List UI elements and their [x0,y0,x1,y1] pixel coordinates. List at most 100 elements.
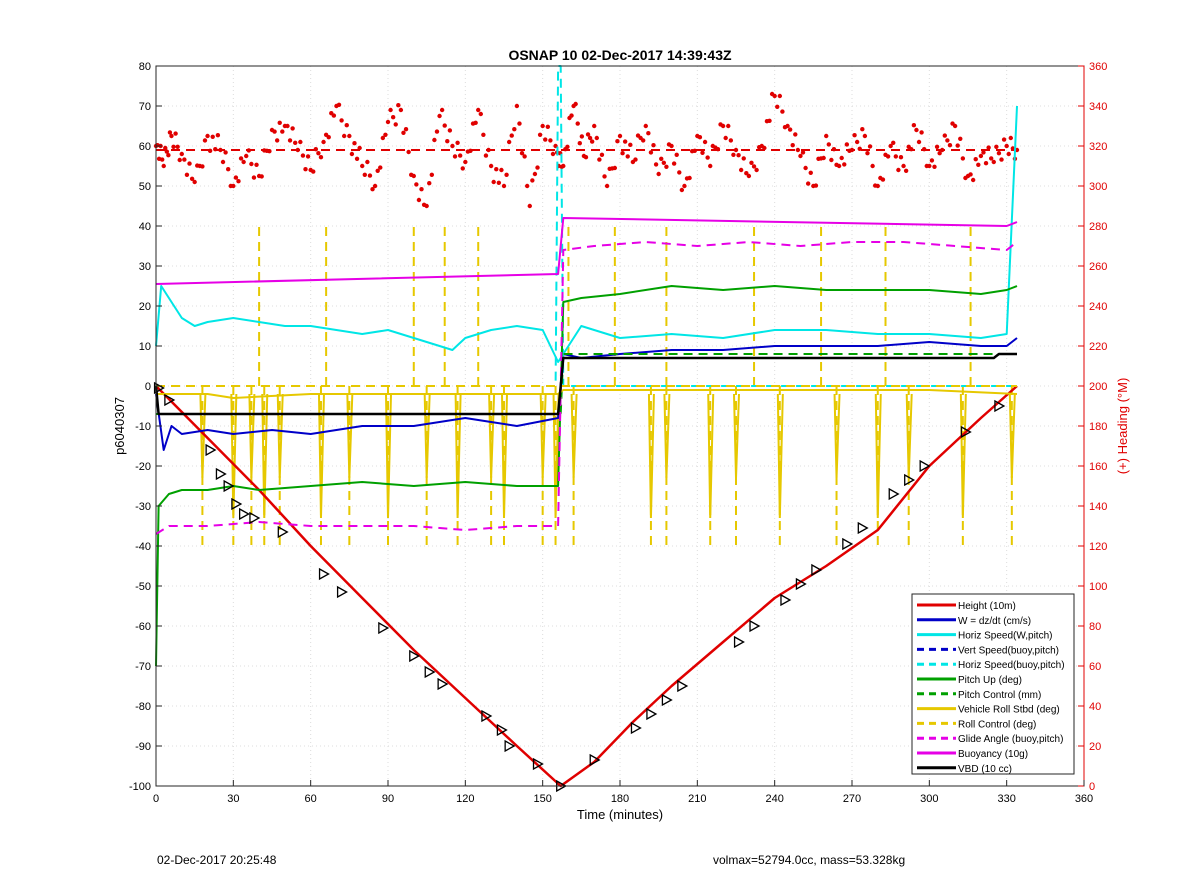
heading-point [1008,135,1013,141]
heading-point [625,154,630,159]
heading-point [220,159,226,165]
heading-point [295,147,300,153]
heading-point [249,161,254,167]
heading-point [383,132,388,137]
x-tick-label: 120 [456,793,474,805]
footer-timestamp: 02-Dec-2017 20:25:48 [157,853,277,867]
heading-point [793,132,798,137]
heading-point [772,93,777,99]
y2-axis-label: (+) Heading (°M) [1115,378,1130,475]
heading-point [365,159,370,165]
heading-point [767,118,772,124]
heading-point [800,150,806,155]
vehicle-roll-spike [1008,393,1016,479]
heading-point [641,138,646,143]
heading-point [403,127,409,132]
vehicle-roll-spike [905,393,913,479]
heading-point [777,93,783,99]
heading-point [968,172,973,177]
heading-point [981,150,986,155]
heading-point [506,139,512,145]
heading-point [406,149,411,155]
heading-point [726,123,731,129]
heading-point [481,132,486,137]
heading-point [390,115,396,120]
heading-point [259,174,264,179]
heading-point [976,162,981,167]
heading-point [429,172,435,177]
heading-point [367,173,373,178]
series-line [155,241,1018,535]
heading-point [173,131,178,136]
x-axis-label: Time (minutes) [577,807,663,822]
heading-point [437,113,442,119]
y2-tick-label: 360 [1089,61,1107,73]
height-marker [811,563,823,577]
heading-point [651,143,656,148]
heading-point [896,167,901,173]
heading-point [460,166,465,171]
heading-point [857,146,862,151]
heading-point [697,135,703,140]
heading-point [175,144,180,149]
y-tick-label: 80 [139,61,151,73]
heading-point [486,147,491,153]
heading-point [344,123,349,128]
heading-point [901,163,906,169]
heading-point [664,164,669,169]
heading-point [599,152,605,157]
heading-point [880,177,886,182]
vehicle-roll-spike [248,393,256,479]
height-marker [661,693,673,707]
y2-tick-label: 40 [1089,701,1101,713]
heading-point [401,130,406,135]
heading-point [945,138,950,143]
heading-point [517,121,522,126]
heading-point [463,159,468,165]
heading-point [215,133,221,138]
x-tick-label: 30 [227,793,239,805]
heading-point [669,143,674,149]
x-tick-label: 330 [997,793,1015,805]
height-marker [780,593,792,607]
y2-tick-label: 200 [1089,381,1107,393]
heading-point [522,154,527,159]
heading-point [860,127,865,132]
heading-point [225,167,231,172]
heading-point [674,152,679,157]
y2-tick-label: 280 [1089,221,1107,233]
heading-point [970,177,976,183]
vehicle-roll-spike [454,393,462,519]
y2-tick-label: 120 [1089,541,1107,553]
height-marker [842,537,854,551]
heading-point [535,165,540,170]
height-marker [164,393,176,407]
heading-point [494,167,499,172]
heading-point [184,172,190,177]
height-marker [960,425,972,439]
heading-point [347,133,352,139]
heading-point [754,167,759,173]
heading-point [336,102,342,108]
heading-point [577,141,582,146]
heading-point [432,137,437,143]
heading-point [911,123,917,128]
height-markers [153,381,1006,793]
heading-point [575,121,580,126]
heading-point [478,111,483,117]
legend-label: VBD (10 cc) [958,764,1012,775]
height-marker [238,507,250,521]
heading-point [434,129,440,134]
heading-point [311,169,316,174]
heading-point [826,142,831,147]
footer-volmax-mass: volmax=52794.0cc, mass=53.328kg [713,853,906,867]
y-tick-label: -20 [135,461,151,473]
heading-point [633,157,638,162]
heading-point [223,150,228,155]
heading-point [171,144,176,149]
heading-point [473,120,478,126]
heading-point [207,148,213,153]
heading-point [648,150,654,155]
y-tick-label: 0 [145,381,151,393]
